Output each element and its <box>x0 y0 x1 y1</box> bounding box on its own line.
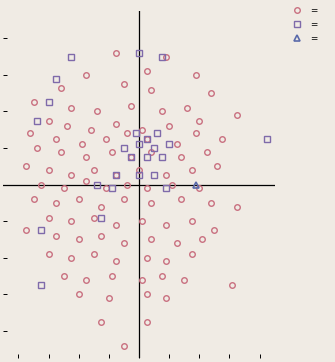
Legend:  =,  =,  =: =, =, = <box>287 5 319 44</box>
